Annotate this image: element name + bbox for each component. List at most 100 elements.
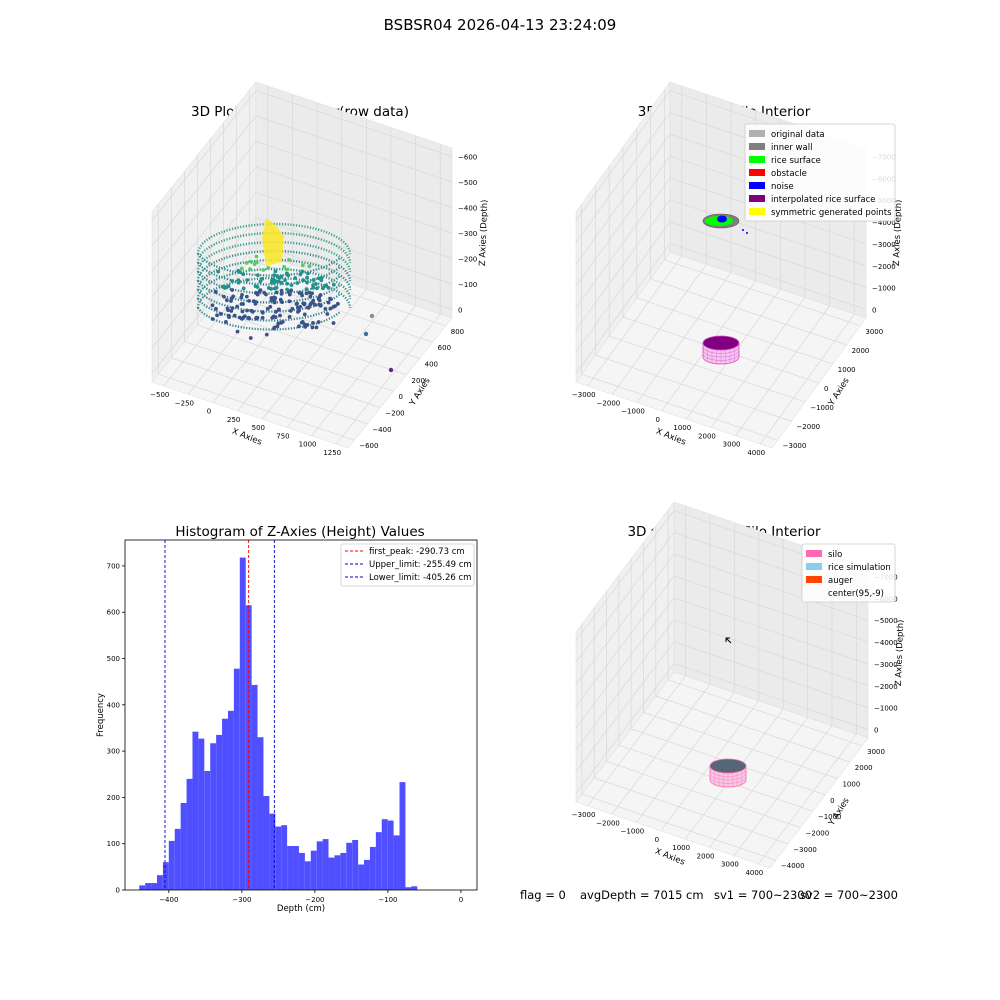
p1-x-grid [286, 297, 392, 428]
p2-z-grid [575, 221, 867, 352]
plot2-3d-classify: −3000−2000−100001000200030004000−3000−20… [572, 81, 904, 457]
p1-point [254, 315, 259, 320]
p1-point [252, 262, 257, 267]
p2-y-axis-label: Y Axies [826, 376, 852, 409]
p3-bar [316, 841, 323, 890]
p1-point [295, 301, 299, 306]
p1-point [301, 301, 306, 306]
p1-point [241, 272, 246, 277]
p4-x-grid [636, 692, 735, 823]
p1-x-tick-label: 250 [227, 416, 240, 424]
p4-y-tick-label: −1000 [818, 813, 842, 821]
p1-point [285, 287, 290, 292]
p1-wall-ring-front [197, 280, 341, 304]
p4-legend-swatch [806, 576, 822, 583]
p1-x-grid [188, 264, 293, 395]
p3-bar [293, 846, 299, 890]
p2-y-tick-label: 2000 [852, 347, 870, 355]
p1-point [269, 286, 274, 291]
p4-z-grid [575, 597, 869, 729]
p2-legend-swatch [749, 195, 765, 202]
p1-point [241, 286, 246, 291]
p4-y-tick-label: −2000 [806, 830, 830, 838]
p4-x-grid [611, 684, 711, 815]
p2-legend-swatch [749, 143, 765, 150]
p1-point [246, 315, 251, 320]
p1-point [310, 291, 314, 296]
p1-point [331, 304, 336, 309]
p1-point [245, 308, 249, 313]
p3-bar [139, 885, 146, 890]
p1-point [230, 288, 235, 292]
p3-bar [334, 855, 341, 890]
p1-point [230, 306, 235, 311]
p3-y-tick-label: 600 [107, 609, 120, 617]
p3-legend-label: Upper_limit: -255.49 cm [369, 560, 472, 570]
p3-x-tick-label: 0 [459, 896, 463, 904]
p1-point [305, 322, 310, 327]
p1-point [215, 313, 219, 318]
p1-point [232, 313, 237, 318]
p1-y-grid [249, 259, 446, 327]
p3-bar [358, 864, 365, 890]
p1-point [260, 276, 265, 281]
p4-x-tick-label: 4000 [745, 869, 763, 877]
p1-z-tick-label: −500 [458, 179, 477, 187]
p2-z-grid [575, 199, 867, 330]
p2-z-grid [575, 177, 867, 309]
p1-point [311, 298, 316, 303]
p1-x-tick-label: 500 [252, 424, 265, 432]
p2-x-tick-label: −3000 [572, 391, 596, 399]
p4-legend-label: silo [828, 550, 842, 560]
p4-legend-label: auger [828, 576, 853, 586]
p4-y-tick-label: 3000 [867, 748, 885, 756]
p1-outlier [369, 313, 375, 319]
plot4-3d-simulation: −3000−2000−100001000200030004000−4000−30… [572, 501, 906, 877]
p1-point [310, 325, 315, 330]
p3-legend-label: first_peak: -290.73 cm [369, 547, 465, 557]
p1-point [265, 306, 270, 311]
p1-point [224, 320, 228, 324]
p1-y-tick-label: 600 [438, 344, 451, 352]
p2-x-tick-label: 2000 [698, 432, 716, 440]
p3-bar [393, 835, 400, 890]
p2-z-grid [575, 243, 867, 374]
p3-y-tick-label: 200 [107, 794, 120, 802]
p1-point [236, 278, 241, 283]
p1-point [272, 300, 277, 305]
p3-bar [399, 782, 406, 890]
p1-outlier [388, 367, 394, 373]
p1-point [240, 309, 245, 314]
p4-z-tick-label: −5000 [874, 617, 898, 625]
p1-point [227, 315, 231, 319]
p3-bar [151, 883, 157, 890]
p1-point [323, 306, 328, 311]
p2-x-tick-label: 4000 [747, 449, 765, 457]
p1-point [287, 315, 292, 319]
p1-point [273, 296, 278, 300]
p1-point [264, 332, 269, 337]
p1-point [282, 264, 287, 269]
p1-point [225, 306, 230, 311]
p1-point [278, 297, 283, 302]
p1-wall-ring-front [197, 253, 341, 277]
p1-point [261, 268, 266, 272]
p1-point [287, 257, 291, 262]
p4-z-grid [575, 663, 869, 794]
p1-point [316, 320, 321, 324]
p1-z-grid [151, 217, 453, 349]
p1-point [235, 304, 240, 309]
p1-x-tick-label: −500 [150, 391, 169, 399]
p4-y-tick-label: 2000 [855, 764, 873, 772]
p3-bar [174, 828, 181, 890]
p3-bar [180, 802, 187, 890]
p1-y-tick-label: −200 [385, 410, 404, 418]
p4-y-grid [655, 695, 850, 763]
p3-bar [304, 861, 311, 890]
p1-point [272, 326, 276, 331]
p1-point [279, 320, 283, 325]
p4-z-grid [575, 619, 869, 750]
p2-y-grid [650, 278, 847, 346]
p1-z-grid [151, 90, 453, 221]
p1-point [286, 273, 291, 278]
